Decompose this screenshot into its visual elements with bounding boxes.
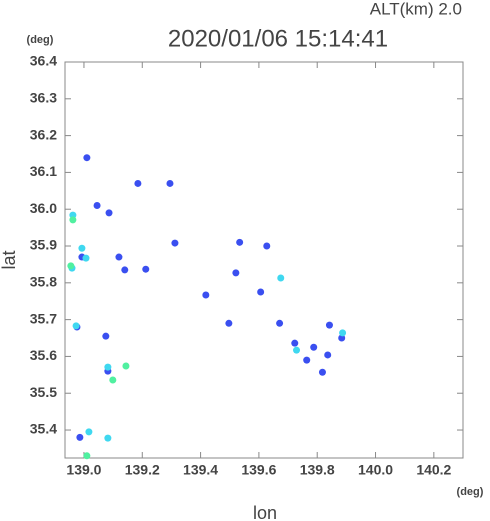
echo-point	[171, 239, 179, 247]
x-axis-label: lon	[253, 503, 277, 521]
echo-point	[277, 274, 285, 282]
y-tick-label: 35.6	[30, 347, 57, 363]
echo-point	[102, 332, 110, 340]
echo-point	[324, 351, 332, 359]
echo-point	[85, 428, 93, 436]
echo-point	[76, 433, 84, 441]
y-tick-label: 35.5	[30, 384, 57, 400]
echo-point	[325, 321, 333, 329]
echo-point	[202, 291, 210, 299]
echo-point	[83, 154, 91, 162]
echo-point	[82, 254, 90, 262]
echo-point	[338, 334, 346, 342]
y-tick-label: 35.8	[30, 274, 57, 290]
y-tick-label: 36.4	[30, 53, 57, 69]
echo-point	[109, 376, 117, 384]
altitude-label: ALT(km) 2.0	[370, 0, 462, 18]
echo-point	[115, 253, 123, 261]
echo-point	[339, 329, 347, 337]
plot-frame	[64, 61, 464, 459]
echo-point	[93, 202, 101, 210]
echo-point	[83, 452, 91, 460]
echo-point	[166, 179, 174, 187]
y-tick-label: 35.7	[30, 310, 57, 326]
echo-point	[69, 211, 77, 219]
echo-point	[142, 265, 150, 273]
x-tick-label: 140.0	[358, 462, 393, 478]
echo-point	[291, 339, 299, 347]
echo-point	[263, 242, 271, 250]
echo-point	[225, 319, 233, 327]
echo-point	[236, 238, 244, 246]
echo-point	[67, 262, 75, 270]
echo-point	[303, 356, 311, 364]
x-tick-label: 139.4	[183, 462, 218, 478]
echo-point	[122, 362, 130, 370]
echo-point	[105, 209, 113, 217]
y-tick-label: 36.2	[30, 126, 57, 142]
x-tick-label: 139.2	[125, 462, 160, 478]
x-tick-label: 140.2	[416, 462, 451, 478]
echo-point	[293, 346, 301, 354]
y-tick-label: 36.0	[30, 200, 57, 216]
y-axis-label: lat	[0, 250, 19, 269]
echo-point	[121, 266, 129, 274]
echo-point	[257, 288, 265, 296]
y-tick-label: 36.3	[30, 90, 57, 106]
x-tick-label: 139.0	[66, 462, 101, 478]
echo-point	[104, 434, 112, 442]
echo-point	[134, 179, 142, 187]
chart-title: 2020/01/06 15:14:41	[168, 25, 388, 52]
echo-point	[276, 319, 284, 327]
echo-point	[72, 322, 80, 330]
echo-point	[310, 343, 318, 351]
x-tick-label: 139.8	[300, 462, 335, 478]
echo-point	[318, 368, 326, 376]
echo-point	[232, 269, 240, 277]
x-unit: (deg)	[457, 486, 484, 498]
y-tick-label: 36.1	[30, 163, 57, 179]
x-tick-label: 139.6	[241, 462, 276, 478]
echo-point	[69, 216, 77, 224]
echo-point	[104, 363, 112, 371]
y-tick-label: 35.9	[30, 237, 57, 253]
y-tick-label: 35.4	[30, 421, 57, 437]
y-unit: (deg)	[27, 34, 54, 46]
echo-point	[78, 244, 86, 252]
